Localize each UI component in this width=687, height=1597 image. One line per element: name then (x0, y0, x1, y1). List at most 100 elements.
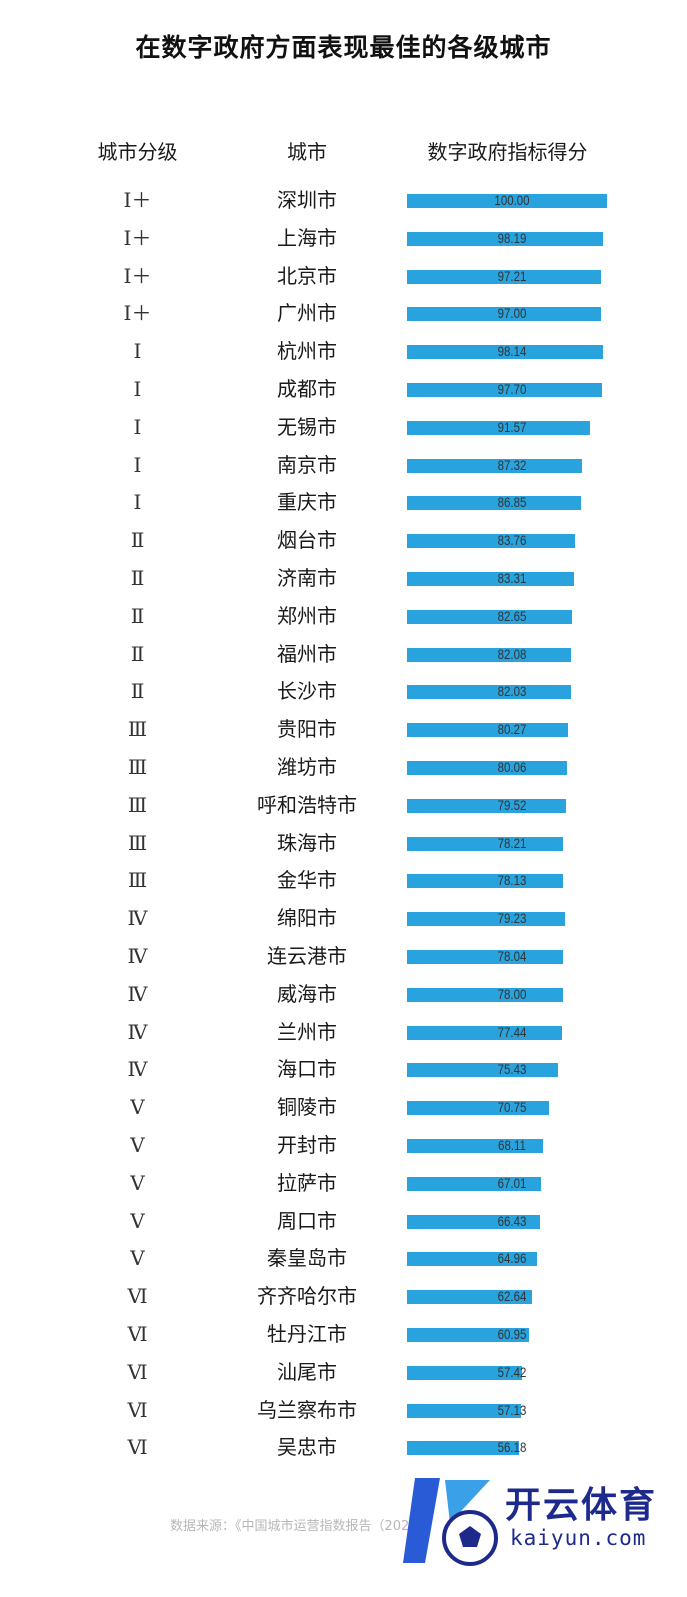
city-label: 重庆市 (277, 490, 337, 515)
score-bar (407, 534, 575, 549)
score-bar (407, 1139, 544, 1153)
table-row: Ⅰ 成都市 97.70 (0, 371, 687, 408)
table-row: Ⅰ 重庆市 86.85 (0, 484, 687, 521)
table-row: Ⅳ 连云港市 78.04 (0, 938, 687, 975)
table-row: Ⅱ 济南市 83.31 (0, 560, 687, 597)
tier-label: Ⅱ (130, 603, 145, 628)
tier-label: Ⅲ (127, 830, 148, 855)
city-label: 郑州市 (277, 603, 337, 628)
table-row: Ⅳ 绵阳市 79.23 (0, 900, 687, 937)
table-row: Ⅴ 铜陵市 70.75 (0, 1089, 687, 1126)
score-value-label: 79.23 (497, 910, 527, 927)
score-bar (407, 1176, 542, 1191)
city-label: 贵阳市 (277, 717, 337, 742)
table-row: Ⅰ＋ 北京市 97.21 (0, 258, 687, 295)
city-label: 拉萨市 (277, 1170, 337, 1195)
chart-title: 在数字政府方面表现最佳的各级城市 (135, 33, 552, 62)
table-row: Ⅵ 乌兰察布市 57.13 (0, 1392, 687, 1429)
score-value-label: 82.08 (497, 645, 527, 662)
watermark-site: kaiyun.com (510, 1526, 647, 1550)
score-bar (407, 761, 568, 775)
score-value-label: 82.03 (497, 683, 527, 700)
city-label: 珠海市 (277, 830, 337, 855)
city-label: 上海市 (277, 225, 337, 250)
score-value-label: 87.32 (497, 456, 527, 473)
city-label: 金华市 (277, 868, 337, 893)
city-label: 铜陵市 (277, 1095, 337, 1120)
tier-label: Ⅰ＋ (123, 188, 152, 212)
tier-label: Ⅰ＋ (123, 263, 152, 288)
tier-label: Ⅱ (130, 528, 145, 553)
tier-label: Ⅴ (130, 1208, 145, 1233)
city-label: 开封市 (277, 1133, 337, 1157)
score-bar (407, 836, 564, 851)
score-value-label: 98.14 (497, 343, 527, 360)
tier-label: Ⅳ (127, 1057, 148, 1082)
city-label: 秦皇岛市 (267, 1246, 347, 1271)
score-bar (407, 685, 572, 700)
table-row: Ⅴ 秦皇岛市 64.96 (0, 1240, 687, 1277)
score-value-label: 60.95 (497, 1326, 527, 1342)
score-bar (407, 194, 607, 208)
tier-label: Ⅴ (130, 1170, 145, 1195)
score-value-label: 62.64 (497, 1288, 527, 1305)
city-label: 威海市 (277, 981, 337, 1006)
city-label: 汕尾市 (277, 1359, 337, 1384)
city-label: 北京市 (277, 263, 337, 288)
table-row: Ⅰ＋ 深圳市 100.00 (0, 182, 687, 219)
city-label: 南京市 (277, 452, 337, 477)
watermark-logo: 开云体育 kaiyun.com (395, 1468, 675, 1578)
table-row: Ⅲ 珠海市 78.21 (0, 825, 687, 862)
score-value-label: 77.44 (497, 1023, 527, 1040)
score-value-label: 67.01 (497, 1174, 527, 1191)
score-value-label: 97.21 (497, 267, 527, 284)
city-label: 齐齐哈尔市 (257, 1284, 357, 1309)
city-label: 广州市 (277, 301, 337, 326)
tier-label: Ⅱ (130, 641, 145, 666)
score-value-label: 80.06 (497, 759, 527, 775)
table-row: Ⅱ 郑州市 82.65 (0, 598, 687, 635)
tier-label: Ⅰ＋ (123, 301, 152, 326)
k-soccer-ball-logo-icon (403, 1478, 498, 1566)
tier-label: Ⅱ (130, 679, 145, 704)
score-value-label: 97.00 (497, 305, 527, 322)
score-bar (407, 1403, 522, 1418)
column-header-tier: 城市分级 (97, 140, 178, 164)
score-value-label: 83.76 (497, 532, 527, 549)
table-row: Ⅳ 威海市 78.00 (0, 976, 687, 1013)
city-label: 海口市 (277, 1057, 337, 1082)
score-bar (407, 798, 567, 813)
tier-label: Ⅲ (127, 755, 148, 779)
score-bar (407, 383, 603, 397)
score-value-label: 78.00 (497, 985, 527, 1002)
score-bar (407, 874, 564, 889)
table-row: Ⅰ＋ 上海市 98.19 (0, 220, 687, 257)
column-header-city: 城市 (287, 140, 327, 164)
table-row: Ⅲ 金华市 78.13 (0, 862, 687, 899)
table-row: Ⅴ 拉萨市 67.01 (0, 1165, 687, 1202)
table-row: Ⅵ 牡丹江市 60.95 (0, 1316, 687, 1353)
city-label: 烟台市 (277, 528, 337, 553)
table-row: Ⅴ 开封市 68.11 (0, 1127, 687, 1164)
table-row: Ⅱ 长沙市 82.03 (0, 673, 687, 710)
tier-label: Ⅳ (127, 1019, 148, 1044)
table-row: Ⅲ 贵阳市 80.27 (0, 711, 687, 748)
table-row: Ⅲ 呼和浩特市 79.52 (0, 787, 687, 824)
bar-chart-rows: Ⅰ＋ 深圳市 100.00 Ⅰ＋ 上海市 98.19 Ⅰ＋ 北京市 97.21 Ⅰ＋ 广州市 97.0… (0, 182, 687, 1459)
table-row: Ⅰ 南京市 87.32 (0, 447, 687, 484)
tier-label: Ⅵ (127, 1322, 148, 1346)
city-label: 成都市 (277, 377, 337, 401)
city-label: 福州市 (277, 641, 337, 666)
score-bar (407, 1025, 562, 1040)
score-value-label: 66.43 (497, 1212, 527, 1229)
city-label: 绵阳市 (277, 906, 337, 931)
tier-label: Ⅲ (127, 792, 148, 817)
table-row: Ⅵ 汕尾市 57.42 (0, 1354, 687, 1391)
table-row: Ⅰ＋ 广州市 97.00 (0, 295, 687, 332)
tier-label: Ⅳ (127, 944, 148, 968)
score-value-label: 97.70 (497, 381, 527, 397)
city-label: 济南市 (277, 566, 337, 590)
watermark-brand: 开云体育 (505, 1485, 658, 1526)
score-value-label: 70.75 (497, 1099, 527, 1116)
city-label: 兰州市 (277, 1019, 337, 1044)
